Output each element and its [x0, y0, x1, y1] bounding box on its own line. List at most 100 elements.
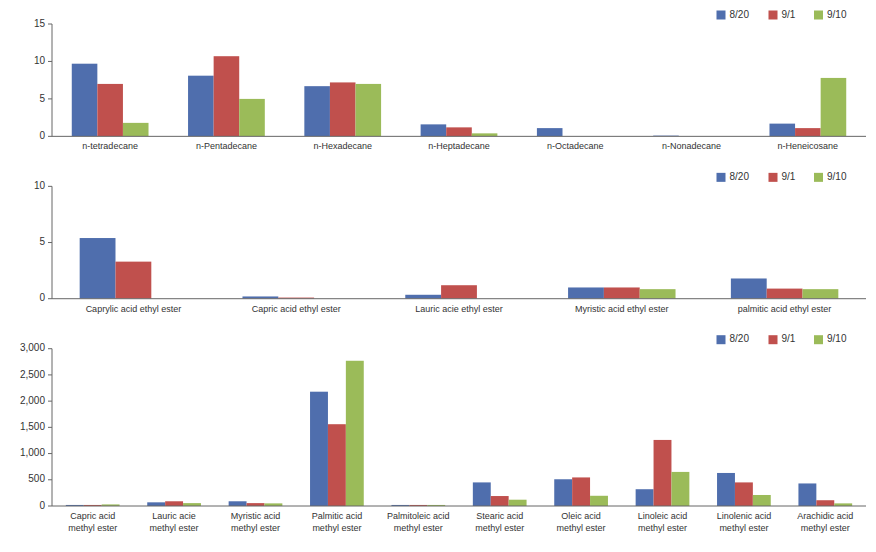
y-tick — [48, 136, 52, 137]
y-tick — [48, 98, 52, 99]
y-tick-label: 10 — [34, 55, 46, 66]
bar — [441, 285, 477, 298]
legend-swatch — [717, 11, 726, 20]
bar — [346, 361, 364, 506]
y-tick — [48, 242, 52, 243]
x-tick-label: n-Octadecane — [547, 141, 604, 151]
legend-swatch — [769, 335, 778, 344]
bar — [798, 483, 816, 506]
bar — [537, 128, 563, 136]
bar — [328, 424, 346, 506]
y-tick-label: 2,000 — [20, 395, 45, 406]
bar — [72, 64, 98, 137]
x-tick-label: Capric acid ethyl ester — [252, 304, 341, 314]
x-tick-label-line: Lauric acie ethyl ester — [415, 304, 503, 314]
legend-swatch — [717, 173, 726, 182]
bar — [188, 76, 214, 137]
y-tick-label: 1,500 — [20, 421, 45, 432]
bar — [405, 295, 441, 299]
x-tick-label-line: methyl ester — [394, 523, 443, 533]
bars — [66, 361, 852, 506]
legend-swatch — [814, 173, 823, 182]
bar — [803, 289, 839, 299]
x-tick-label-line: methyl ester — [638, 523, 687, 533]
y-axis — [52, 186, 53, 298]
bar — [115, 262, 151, 299]
x-tick-label: palmitic acid ethyl ester — [738, 304, 832, 314]
x-tick-label: Capric acidmethyl ester — [68, 511, 117, 533]
x-tick-label-line: Linolenic acid — [717, 511, 772, 521]
bar — [636, 489, 654, 506]
bar — [590, 496, 608, 506]
bar — [473, 482, 491, 506]
figure: 051015n-tetradecanen-Pentadecanen-Hexade… — [0, 0, 876, 552]
x-tick-label: Oleic acidmethyl ester — [557, 511, 606, 533]
x-tick-label: Caprylic acid ethyl ester — [86, 304, 182, 314]
legend-label: 8/20 — [730, 333, 750, 344]
legend-label: 9/10 — [827, 171, 847, 182]
x-tick-label-line: Lauric acie — [152, 511, 196, 521]
bar — [304, 86, 330, 136]
x-tick-label: Myristic acidmethyl ester — [231, 511, 281, 533]
bar — [123, 123, 149, 136]
y-tick — [48, 506, 52, 507]
legend-label: 8/20 — [730, 9, 750, 20]
x-tick-label-line: n-Heptadecane — [428, 141, 490, 151]
y-tick — [48, 298, 52, 299]
y-tick — [48, 427, 52, 428]
bar — [356, 84, 382, 136]
bar — [654, 440, 672, 506]
x-tick-label: n-Heneicosane — [778, 141, 839, 151]
bars — [72, 56, 846, 136]
y-tick-label: 500 — [28, 473, 45, 484]
legend-swatch — [717, 335, 726, 344]
bar — [671, 472, 689, 506]
x-tick-label-line: Myristic acid ethyl ester — [575, 304, 669, 314]
x-tick-label: Palmitoleic acid methyl ester — [387, 511, 450, 533]
x-tick-label: Arachidic acidmethyl ester — [797, 511, 853, 533]
bar — [554, 479, 572, 506]
legend-label: 9/1 — [782, 171, 796, 182]
x-tick-label-line: methyl ester — [68, 523, 117, 533]
x-tick-label-line: n-Pentadecane — [196, 141, 257, 151]
bar — [509, 500, 527, 506]
bar — [330, 82, 356, 136]
bar — [421, 124, 447, 136]
x-tick-label-line: n-Hexadecane — [313, 141, 372, 151]
x-tick-label-line: n-Nonadecane — [662, 141, 721, 151]
bar — [239, 99, 265, 136]
y-tick-label: 5 — [39, 93, 45, 104]
bar — [97, 84, 123, 136]
y-tick-label: 0 — [39, 500, 45, 511]
bar — [214, 56, 240, 136]
x-tick-label-line: Linoleic acid — [638, 511, 688, 521]
bar — [80, 238, 116, 299]
x-tick-label: Myristic acid ethyl ester — [575, 304, 669, 314]
x-tick-label-line: Palmitoleic acid — [387, 511, 450, 521]
x-tick-label: Stearic acidmethyl ester — [475, 511, 524, 533]
y-tick-label: 3,000 — [20, 342, 45, 353]
bar — [147, 502, 165, 506]
bar — [604, 287, 640, 298]
y-tick — [48, 479, 52, 480]
x-tick-label: Palmitic acidmethyl ester — [312, 511, 363, 533]
legend: 8/209/19/10 — [717, 9, 847, 20]
y-tick — [48, 186, 52, 187]
x-axis — [52, 298, 866, 299]
bar — [795, 128, 821, 136]
bar — [821, 78, 847, 136]
bar — [310, 392, 328, 506]
x-axis — [52, 136, 866, 137]
y-axis — [52, 24, 53, 136]
x-tick-label-line: methyl ester — [150, 523, 199, 533]
x-tick-label-line: Palmitic acid — [312, 511, 363, 521]
x-tick-label-line: methyl ester — [801, 523, 850, 533]
x-tick-label-line: methyl ester — [231, 523, 280, 533]
x-tick-label-line: methyl ester — [719, 523, 768, 533]
bars — [80, 238, 839, 299]
y-tick-label: 10 — [34, 180, 46, 191]
y-tick — [48, 374, 52, 375]
y-tick-label: 5 — [39, 236, 45, 247]
legend: 8/209/19/10 — [717, 333, 847, 344]
bar — [229, 501, 247, 506]
